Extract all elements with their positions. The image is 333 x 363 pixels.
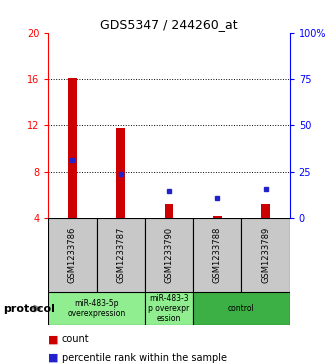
Text: GSM1233789: GSM1233789 <box>261 227 270 283</box>
Text: GSM1233787: GSM1233787 <box>116 227 125 283</box>
Bar <box>97 218 145 292</box>
Text: miR-483-3
p overexpr
ession: miR-483-3 p overexpr ession <box>149 294 189 323</box>
Text: GSM1233790: GSM1233790 <box>165 227 173 283</box>
Text: miR-483-5p
overexpression: miR-483-5p overexpression <box>68 299 126 318</box>
Bar <box>241 218 290 292</box>
Bar <box>145 218 193 292</box>
Title: GDS5347 / 244260_at: GDS5347 / 244260_at <box>100 19 238 32</box>
Bar <box>165 204 173 218</box>
Text: GSM1233788: GSM1233788 <box>213 227 222 283</box>
Text: ■: ■ <box>48 334 59 344</box>
Bar <box>68 78 77 218</box>
Text: percentile rank within the sample: percentile rank within the sample <box>62 352 226 363</box>
Bar <box>261 204 270 218</box>
Bar <box>145 292 193 325</box>
Bar <box>193 292 290 325</box>
Bar <box>213 216 222 218</box>
Bar <box>48 218 97 292</box>
Text: GSM1233786: GSM1233786 <box>68 227 77 283</box>
Text: protocol: protocol <box>3 303 55 314</box>
Text: count: count <box>62 334 89 344</box>
Bar <box>116 127 125 218</box>
Bar <box>193 218 241 292</box>
Text: control: control <box>228 304 255 313</box>
Bar <box>48 292 145 325</box>
Text: ■: ■ <box>48 352 59 363</box>
